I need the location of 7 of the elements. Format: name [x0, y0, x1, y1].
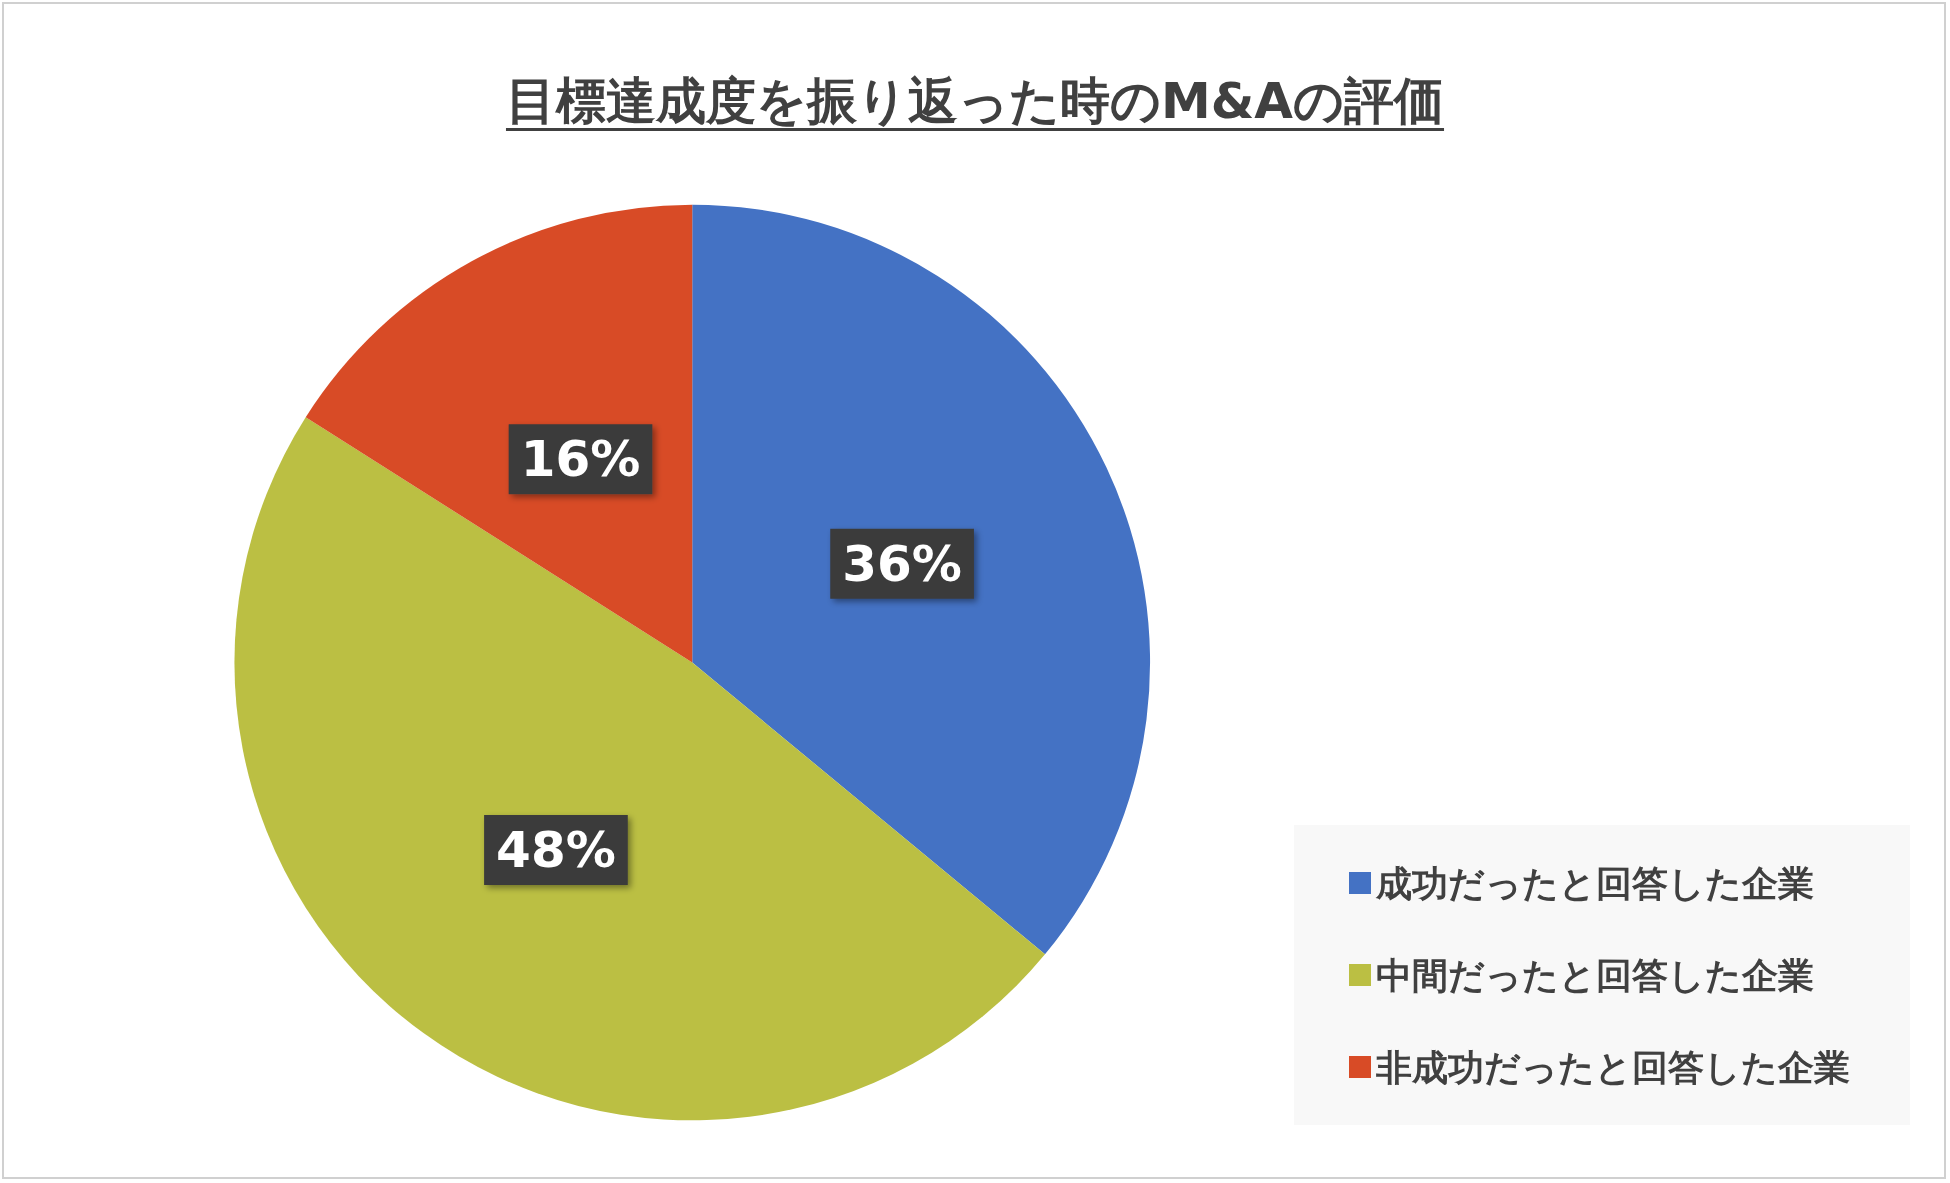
legend-label: 成功だったと回答した企業: [1375, 862, 1814, 904]
data-label: 16%: [520, 430, 641, 489]
data-label: 48%: [496, 821, 616, 880]
data-label: 36%: [842, 534, 962, 593]
legend-label: 非成功だったと回答した企業: [1375, 1046, 1850, 1088]
chart-title: 目標達成度を振り返った時のM&Aの評価: [505, 72, 1445, 130]
legend-label: 中間だったと回答した企業: [1376, 954, 1814, 996]
